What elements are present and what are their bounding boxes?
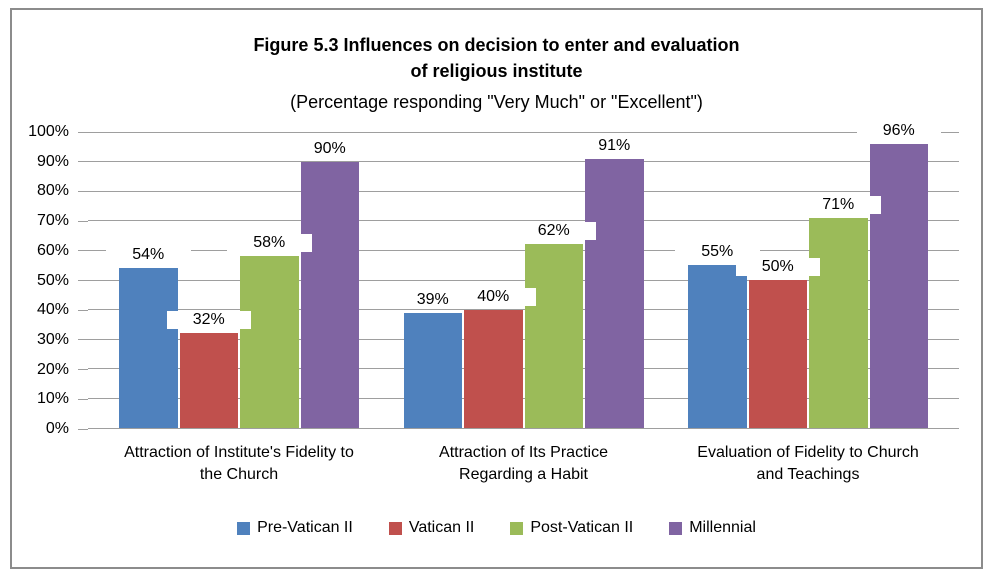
legend-swatch-icon <box>510 521 524 535</box>
bar-group: 55% 50% 71% 96% Evaluation of Fidelity to Ch… <box>675 121 941 483</box>
bar-group: 39% 40% 62% 91% Attraction of Its Practice Re… <box>390 132 657 483</box>
y-tick-label: 60% <box>36 241 69 259</box>
y-tick-mark <box>78 309 88 311</box>
gridline <box>88 131 959 133</box>
bar <box>179 333 238 428</box>
legend-label: Post-Vatican II <box>530 519 634 536</box>
chart-frame: Figure 5.3 Influences on decision to ent… <box>10 8 983 569</box>
bar <box>748 280 807 428</box>
bar-value-label: 96% <box>856 121 941 140</box>
legend: Pre-Vatican II Vatican II Post-Vatican II M… <box>12 519 981 537</box>
bar-value-label: 32% <box>166 311 251 330</box>
legend-swatch-icon <box>669 521 683 535</box>
legend-swatch-icon <box>237 521 251 535</box>
gridline <box>88 309 959 311</box>
bar-value-label: 71% <box>796 195 881 214</box>
bar-slot: 40% <box>451 132 536 428</box>
plot-area: 54% 32% 58% 90% Attraction of Institute's Fi… <box>88 121 959 483</box>
bar-slot: 39% <box>390 132 475 428</box>
bar <box>524 244 583 428</box>
y-tick-mark <box>78 131 88 133</box>
y-tick-label: 10% <box>36 390 69 408</box>
bar-value-label: 55% <box>675 243 760 262</box>
gridline <box>88 368 959 370</box>
y-tick-mark <box>78 398 88 400</box>
bar <box>809 217 868 428</box>
bar-slot: 62% <box>511 132 596 428</box>
legend-item: Post-Vatican II <box>510 519 633 537</box>
y-tick-label: 50% <box>36 271 69 289</box>
bar <box>688 265 747 428</box>
bar-value-label: 91% <box>572 136 657 155</box>
legend-label: Millennial <box>689 519 756 536</box>
legend-item: Vatican II <box>388 519 475 537</box>
bar-slot: 91% <box>572 132 657 428</box>
bar-slot: 96% <box>856 121 941 428</box>
y-tick-mark <box>78 250 88 252</box>
legend-item: Millennial <box>669 519 756 537</box>
y-tick-label: 100% <box>28 123 69 140</box>
y-tick-mark <box>78 339 88 341</box>
category-label: Attraction of Its Practice Regarding a Ha… <box>439 444 608 483</box>
legend-swatch-icon <box>388 521 402 535</box>
gridline <box>88 338 959 340</box>
chart-subtitle: (Percentage responding "Very Much" or "E… <box>290 92 703 112</box>
y-tick-mark <box>78 280 88 281</box>
bar-slot: 58% <box>227 132 312 428</box>
bar <box>585 158 644 428</box>
gridline <box>88 249 959 251</box>
bar-value-label: 58% <box>227 234 312 253</box>
y-tick-label: 30% <box>36 330 69 348</box>
bar-value-label: 62% <box>511 222 596 241</box>
plot-row: 0% 10% 20% 30% 40% 50% 60% 70% 80% 90% 100% 54% 32%… <box>12 121 959 483</box>
bar-slot: 55% <box>675 132 760 428</box>
bar <box>464 309 523 428</box>
y-tick-label: 80% <box>36 182 69 200</box>
y-tick-label: 70% <box>36 212 69 230</box>
y-tick-mark <box>78 369 88 371</box>
title-block: Figure 5.3 Influences on decision to ent… <box>12 10 981 114</box>
bar <box>300 161 359 428</box>
bar-group: 54% 32% 58% 90% Attraction of Institute's Fi… <box>106 132 372 483</box>
bar-value-label: 50% <box>735 258 820 276</box>
gridline <box>88 397 959 399</box>
y-axis: 0% 10% 20% 30% 40% 50% 60% 70% 80% 90% 100% <box>12 123 88 437</box>
bar-value-label: 54% <box>106 246 191 265</box>
bar <box>119 268 178 428</box>
chart-title-line-2: of religious institute <box>410 61 583 81</box>
chart-title-line-1: Figure 5.3 Influences on decision to ent… <box>253 35 740 55</box>
y-tick-mark <box>78 220 88 222</box>
gridline <box>88 220 959 222</box>
bar-slot: 54% <box>106 132 191 428</box>
bar-slot: 90% <box>287 132 372 428</box>
bar-slot: 71% <box>796 132 881 428</box>
legend-label: Vatican II <box>408 519 475 536</box>
category-label: Attraction of Institute's Fidelity to the… <box>124 444 354 483</box>
y-tick-mark <box>78 428 88 430</box>
bar-value-label: 90% <box>287 139 372 158</box>
category-label: Evaluation of Fidelity to Church and Teac… <box>697 444 919 483</box>
gridline <box>88 190 959 192</box>
bar-value-label: 40% <box>451 287 536 306</box>
gridline <box>88 279 959 281</box>
bar <box>403 312 462 428</box>
legend-label: Pre-Vatican II <box>257 519 353 536</box>
y-tick-label: 40% <box>36 301 69 319</box>
bar-slot: 50% <box>735 132 820 428</box>
y-tick-label: 20% <box>36 360 69 378</box>
y-tick-mark <box>78 161 88 163</box>
y-tick-label: 90% <box>36 152 69 170</box>
y-tick-label: 0% <box>45 420 69 437</box>
bar <box>869 143 928 428</box>
legend-item: Pre-Vatican II <box>237 519 353 537</box>
y-tick-mark <box>78 190 88 192</box>
bar-slot: 32% <box>166 132 251 428</box>
gridline <box>88 161 959 163</box>
bar <box>240 256 299 428</box>
